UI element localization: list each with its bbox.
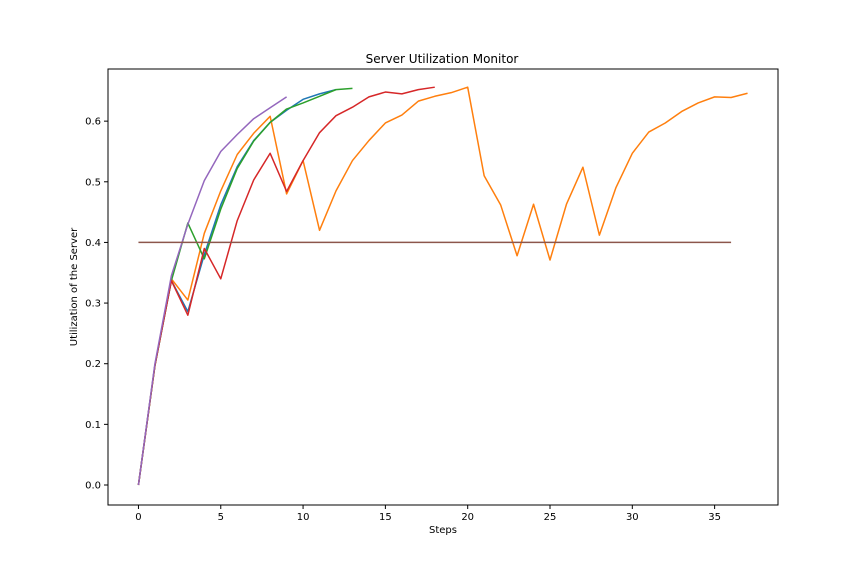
x-tick-label: 25: [544, 512, 557, 523]
y-axis: 0.0 0.1 0.2 0.3 0.4 0.5 0.6: [85, 117, 108, 491]
x-tick-label: 20: [461, 512, 474, 523]
x-tick-label: 30: [626, 512, 639, 523]
x-tick-label: 10: [297, 512, 310, 523]
x-tick-label: 35: [708, 512, 721, 523]
y-tick-label: 0.2: [85, 359, 101, 370]
plot-area: [137, 86, 748, 486]
x-tick-label: 15: [379, 512, 392, 523]
series-line-4: [137, 86, 435, 486]
chart-title: Server Utilization Monitor: [366, 52, 519, 66]
y-tick-label: 0.0: [85, 480, 101, 491]
y-tick-label: 0.5: [85, 177, 101, 188]
y-tick-label: 0.4: [85, 238, 101, 249]
y-tick-label: 0.1: [85, 420, 101, 431]
x-tick-label: 5: [218, 512, 224, 523]
series-line-2: [137, 86, 748, 486]
y-axis-label: Utilization of the Server: [69, 227, 80, 346]
x-axis: 0 5 10 15 20 25 30 35: [135, 505, 721, 523]
y-tick-label: 0.3: [85, 299, 101, 310]
series-line-1: [137, 88, 337, 486]
x-tick-label: 0: [135, 512, 141, 523]
series-line-5: [137, 96, 288, 486]
series-line-3: [137, 87, 353, 486]
y-tick-label: 0.6: [85, 117, 101, 128]
axes-frame: [107, 68, 779, 506]
x-axis-label: Steps: [429, 525, 457, 536]
